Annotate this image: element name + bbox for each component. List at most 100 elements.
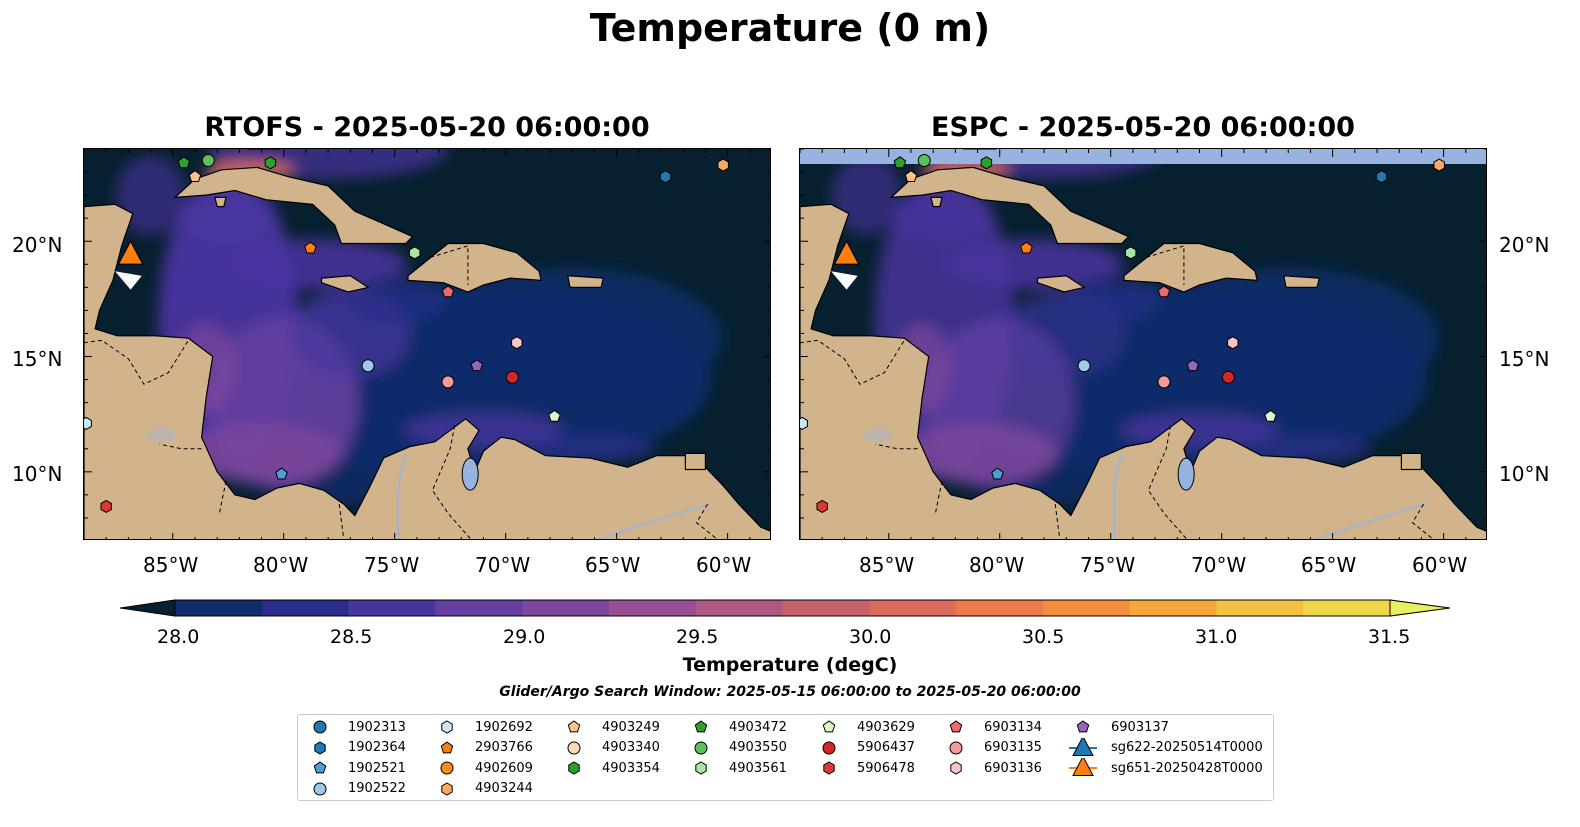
legend-label: 6903134: [984, 719, 1042, 735]
legend-item-4903629: 4903629: [815, 717, 915, 737]
lon-tick-left-60w: 60°W: [696, 553, 752, 577]
legend-item-4903561: 4903561: [687, 758, 787, 778]
colorbar-bin: [1042, 600, 1131, 616]
obs-4903354: [264, 156, 277, 170]
colorbar-tick-29-0: 29.0: [503, 626, 546, 648]
colorbar-tick-30-5: 30.5: [1022, 626, 1065, 648]
obs-sg651-20250428T0000: [117, 240, 144, 265]
obs-1902521: [275, 467, 288, 480]
legend: 1902313 1902364 1902521 1902522 1902692 29037…: [297, 714, 1274, 801]
obs-1902522: [1077, 359, 1091, 373]
obs-5906437: [1221, 370, 1235, 384]
country-border: [800, 339, 905, 385]
legend-label: 4903472: [729, 719, 787, 735]
country-border: [218, 480, 227, 514]
obs-6903134: [1157, 285, 1171, 298]
colorbar-tick-30-0: 30.0: [849, 626, 892, 648]
colorbar-label: Temperature (degC): [682, 654, 898, 676]
obs-4903561: [1125, 246, 1137, 260]
obs-4903550: [201, 154, 215, 168]
legend-label: 2903766: [475, 740, 533, 755]
legend-marker: [440, 740, 454, 753]
legend-marker: [695, 761, 707, 775]
legend-item-6903135: 6903135: [942, 738, 1042, 758]
land-mass: [1123, 242, 1258, 293]
lat-tick-left-15n: 15°N: [12, 347, 63, 371]
search-window-caption: Glider/Argo Search Window: 2025-05-15 06…: [499, 684, 1081, 700]
legend-label: 5906437: [857, 740, 915, 755]
legend-item-5906478: 5906478: [815, 758, 915, 778]
legend-label: 5906478: [857, 760, 915, 776]
map-canvas: [84, 149, 770, 539]
land-mass: [567, 275, 605, 288]
legend-label: 6903136: [984, 760, 1042, 776]
obs-6903136: [1227, 336, 1239, 350]
colorbar-bin: [869, 600, 957, 616]
lat-tick-left-20n: 20°N: [12, 233, 63, 257]
country-border: [430, 245, 469, 285]
lon-tick-left-75w: 75°W: [364, 553, 420, 577]
legend-label: 1902692: [475, 719, 533, 735]
legend-item-1902692: 1902692: [433, 717, 533, 737]
country-border: [1147, 425, 1188, 539]
lon-tick-right-80w: 80°W: [969, 553, 1025, 577]
obs-5906478: [100, 499, 112, 513]
country-border: [1054, 504, 1061, 539]
legend-marker: [949, 741, 963, 754]
legend-label: sg651-20250428T0000: [1111, 760, 1263, 776]
land-mass: [320, 275, 370, 293]
legend-marker: [949, 720, 963, 733]
lat-tick-right-10n: 10°N: [1499, 462, 1550, 486]
lon-tick-right-85w: 85°W: [859, 553, 915, 577]
legend-marker: [567, 741, 581, 754]
legend-item-6903136: 6903136: [942, 758, 1042, 778]
obs-4903354: [980, 156, 993, 170]
legend-marker: [440, 761, 454, 775]
colorbar-extend-high: [1389, 599, 1451, 617]
lat-tick-right-20n: 20°N: [1499, 233, 1550, 257]
obs-6903137: [1186, 359, 1200, 372]
legend-marker: [313, 761, 327, 774]
legend-label: 4903550: [729, 740, 787, 755]
colorbar-bin: [522, 600, 610, 616]
country-border: [1411, 503, 1433, 539]
legend-item-1902364: 1902364: [306, 738, 406, 758]
land-mass: [684, 452, 706, 471]
obs-5906437: [505, 370, 519, 384]
colorbar-bin: [261, 600, 350, 616]
obs-1902692: [800, 416, 808, 430]
obs-5906478: [816, 499, 828, 513]
land-mass: [407, 242, 542, 293]
colorbar-bin: [782, 600, 870, 616]
obs-4903629: [1264, 409, 1277, 422]
obs-2903766: [304, 241, 317, 254]
lon-tick-left-70w: 70°W: [475, 553, 531, 577]
legend-item-4903354: 4903354: [560, 758, 660, 778]
lon-tick-left-65w: 65°W: [585, 553, 641, 577]
land-mass: [1400, 452, 1422, 471]
legend-item-2903766: 2903766: [433, 738, 533, 758]
obs-4903629: [548, 409, 561, 422]
lat-tick-right-15n: 15°N: [1499, 347, 1550, 371]
lon-tick-right-75w: 75°W: [1080, 553, 1136, 577]
legend-label: 1902313: [348, 719, 406, 735]
lon-tick-left-80w: 80°W: [253, 553, 309, 577]
obs-2903766: [1020, 241, 1033, 254]
country-border: [695, 503, 717, 539]
colorbar-extend-low: [119, 599, 176, 617]
rtofs-map[interactable]: [83, 148, 771, 540]
legend-marker: [441, 720, 453, 734]
legend-label: sg622-20250514T0000: [1111, 740, 1263, 755]
colorbar-tick-28-0: 28.0: [157, 626, 200, 648]
espc-map[interactable]: [799, 148, 1487, 540]
legend-item-sg622-20250514T0000: sg622-20250514T0000: [1069, 737, 1263, 758]
colorbar-bin: [1303, 600, 1391, 616]
map-canvas: [800, 149, 1486, 539]
obs-4903244: [717, 158, 729, 172]
obs-4903249: [904, 170, 918, 182]
colorbar-tick-31-0: 31.0: [1195, 626, 1238, 648]
legend-label: 6903137: [1111, 719, 1169, 735]
land-mass: [1036, 275, 1086, 293]
obs-1902364: [1375, 170, 1388, 184]
obs-6903135: [1157, 375, 1171, 389]
